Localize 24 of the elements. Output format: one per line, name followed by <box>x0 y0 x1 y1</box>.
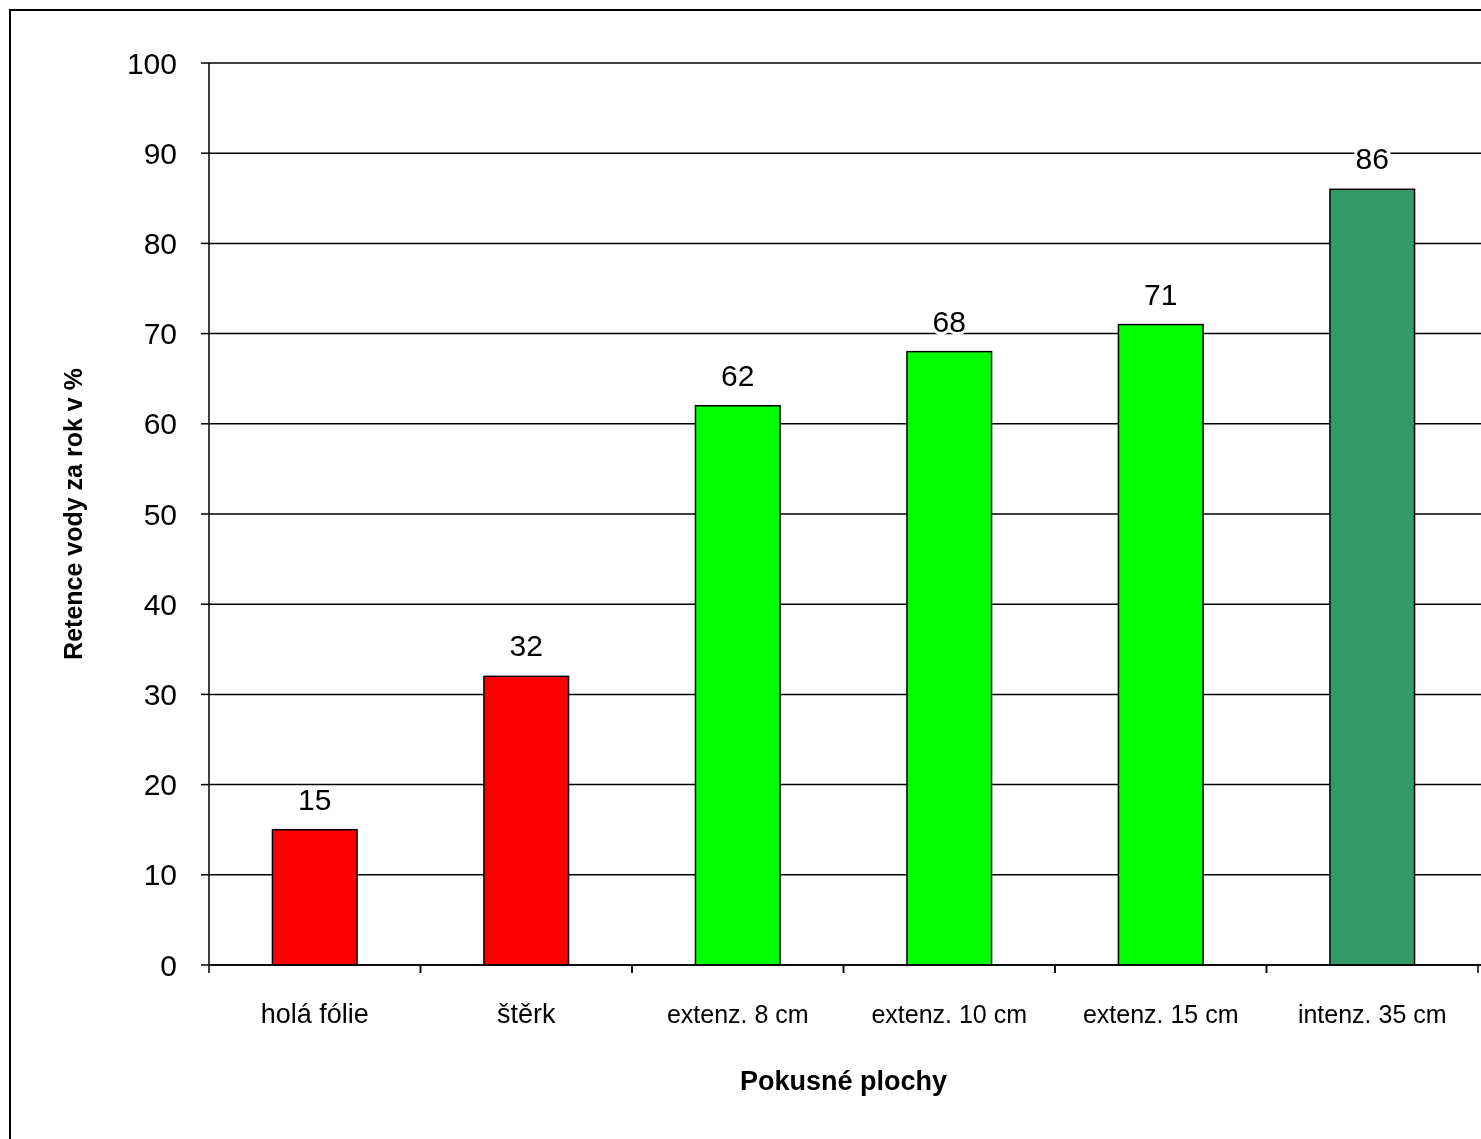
data-label: 71 <box>1144 277 1178 311</box>
x-tick-label: extenz. 8 cm <box>666 1000 809 1028</box>
data-label: 68 <box>932 304 966 338</box>
y-tick-label: 100 <box>126 46 177 80</box>
data-label: 62 <box>721 358 755 392</box>
y-tick-label: 90 <box>143 136 177 170</box>
x-tick-label: intenz. 35 cm <box>1297 1000 1447 1028</box>
y-tick-label: 70 <box>143 317 177 351</box>
x-tick-label: holá fólie <box>260 999 369 1029</box>
y-tick-label: 30 <box>143 677 177 711</box>
y-tick-label: 0 <box>160 948 177 982</box>
y-tick-label: 20 <box>143 768 177 802</box>
x-tick-label: štěrk <box>496 999 556 1029</box>
y-tick-label: 80 <box>143 226 177 260</box>
y-tick-label: 10 <box>143 858 177 892</box>
y-tick-label: 50 <box>143 497 177 531</box>
data-label: 32 <box>509 629 543 663</box>
y-tick-label: 40 <box>143 587 177 621</box>
x-tick-label: extenz. 10 cm <box>871 1000 1028 1028</box>
x-tick-label: extenz. 15 cm <box>1082 1000 1239 1028</box>
y-tick-label: 60 <box>143 407 177 441</box>
x-axis-title: Pokusné plochy <box>739 1066 948 1096</box>
data-label: 15 <box>298 782 332 816</box>
y-axis-title: Retence vody za rok v % <box>59 368 87 660</box>
